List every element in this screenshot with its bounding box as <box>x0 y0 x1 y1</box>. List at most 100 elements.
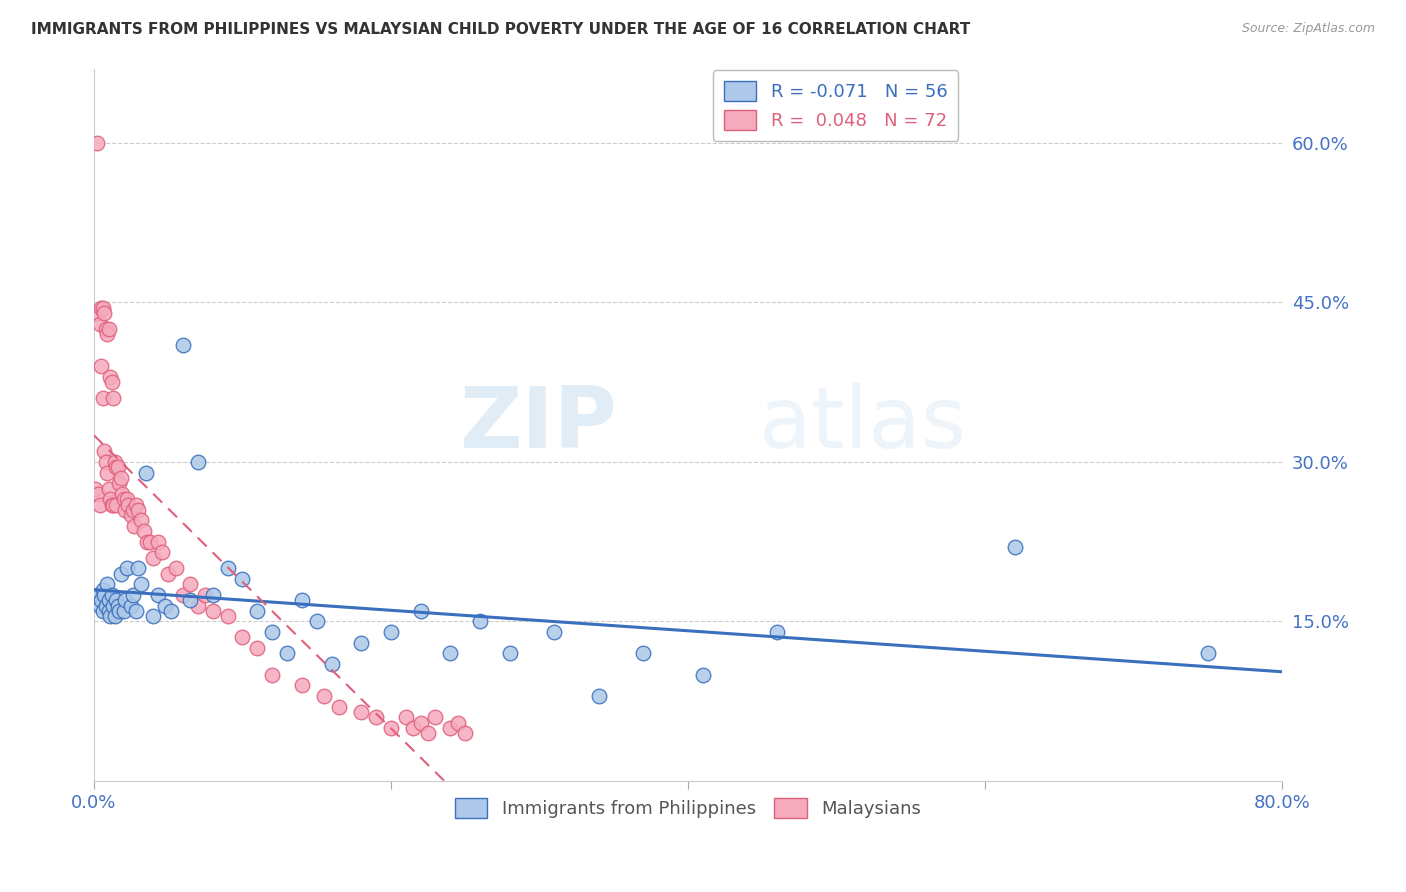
Point <box>112 492 135 507</box>
Point <box>103 599 125 613</box>
Point <box>120 599 142 613</box>
Point <box>97 482 120 496</box>
Point <box>117 498 139 512</box>
Point <box>439 721 461 735</box>
Point <box>395 710 418 724</box>
Point <box>91 391 114 405</box>
Point <box>454 726 477 740</box>
Point <box>127 503 149 517</box>
Point <box>217 561 239 575</box>
Point <box>142 609 165 624</box>
Point <box>90 593 112 607</box>
Point <box>380 625 402 640</box>
Point <box>187 599 209 613</box>
Point <box>246 604 269 618</box>
Point <box>98 609 121 624</box>
Point <box>157 566 180 581</box>
Point <box>110 471 132 485</box>
Point <box>98 492 121 507</box>
Point <box>112 604 135 618</box>
Point <box>194 588 217 602</box>
Point <box>766 625 789 640</box>
Point <box>201 604 224 618</box>
Point <box>409 715 432 730</box>
Point <box>115 561 138 575</box>
Point <box>96 466 118 480</box>
Point <box>89 599 111 613</box>
Point <box>96 577 118 591</box>
Point <box>350 636 373 650</box>
Point <box>172 588 194 602</box>
Point <box>107 599 129 613</box>
Point <box>94 599 117 613</box>
Point <box>588 689 610 703</box>
Point <box>107 460 129 475</box>
Point <box>217 609 239 624</box>
Point <box>108 604 131 618</box>
Point <box>104 455 127 469</box>
Point <box>633 646 655 660</box>
Point <box>179 577 201 591</box>
Point <box>468 615 491 629</box>
Point <box>135 466 157 480</box>
Point <box>409 604 432 618</box>
Point <box>231 572 253 586</box>
Point <box>87 588 110 602</box>
Point <box>1197 646 1219 660</box>
Point <box>89 498 111 512</box>
Point <box>305 615 328 629</box>
Point <box>114 503 136 517</box>
Point <box>231 631 253 645</box>
Point <box>262 625 284 640</box>
Point <box>121 588 143 602</box>
Point <box>91 604 114 618</box>
Point <box>136 534 159 549</box>
Point <box>127 561 149 575</box>
Point <box>110 566 132 581</box>
Point <box>93 306 115 320</box>
Point <box>90 359 112 374</box>
Point <box>94 322 117 336</box>
Point <box>105 593 128 607</box>
Point <box>121 503 143 517</box>
Point <box>416 726 439 740</box>
Point <box>124 498 146 512</box>
Point <box>246 641 269 656</box>
Text: atlas: atlas <box>759 384 967 467</box>
Text: ZIP: ZIP <box>458 384 617 467</box>
Point <box>402 721 425 735</box>
Text: Source: ZipAtlas.com: Source: ZipAtlas.com <box>1241 22 1375 36</box>
Point <box>146 534 169 549</box>
Point <box>91 301 114 315</box>
Point <box>350 705 373 719</box>
Point <box>172 338 194 352</box>
Point <box>314 689 336 703</box>
Point <box>87 306 110 320</box>
Point <box>179 593 201 607</box>
Point <box>97 593 120 607</box>
Point <box>291 593 314 607</box>
Point <box>97 604 120 618</box>
Point <box>120 508 142 523</box>
Point <box>104 609 127 624</box>
Point <box>84 482 107 496</box>
Point <box>425 710 447 724</box>
Point <box>93 588 115 602</box>
Point <box>105 498 128 512</box>
Point <box>543 625 565 640</box>
Point <box>262 667 284 681</box>
Point <box>96 327 118 342</box>
Point <box>134 524 156 538</box>
Point <box>90 301 112 315</box>
Point <box>150 545 173 559</box>
Point <box>499 646 522 660</box>
Point <box>447 715 470 730</box>
Point <box>91 582 114 597</box>
Point <box>187 455 209 469</box>
Point <box>100 588 122 602</box>
Point <box>439 646 461 660</box>
Point <box>142 550 165 565</box>
Point <box>160 604 183 618</box>
Point <box>165 561 187 575</box>
Point <box>100 375 122 389</box>
